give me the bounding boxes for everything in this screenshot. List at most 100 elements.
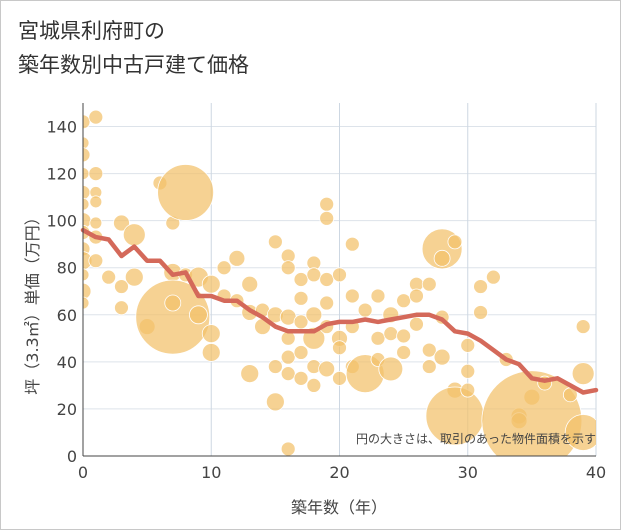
- data-bubble: [293, 314, 309, 330]
- data-bubble: [306, 267, 322, 283]
- data-bubble: [370, 288, 386, 304]
- data-bubble: [241, 275, 259, 293]
- data-bubble: [473, 279, 488, 294]
- data-bubble: [114, 300, 129, 316]
- data-bubble: [267, 359, 283, 374]
- data-bubble: [280, 349, 296, 365]
- x-tick-label: 0: [78, 463, 88, 482]
- data-bubble: [409, 316, 424, 332]
- data-bubble: [378, 356, 404, 382]
- y-axis-label: 坪（3.3㎡）単価（万円）: [23, 209, 42, 394]
- y-tick-label: 100: [46, 212, 77, 231]
- data-bubble: [265, 392, 285, 412]
- data-bubble: [306, 377, 322, 393]
- data-bubble: [83, 197, 90, 211]
- data-bubble: [318, 360, 336, 378]
- data-bubble: [421, 342, 437, 358]
- data-bubble: [344, 236, 360, 252]
- data-bubble: [447, 234, 463, 250]
- data-bubble: [101, 269, 117, 285]
- x-axis-label: 築年数（年）: [291, 498, 387, 517]
- y-tick-label: 20: [57, 400, 77, 419]
- y-tick-label: 40: [57, 353, 77, 372]
- data-bubble: [280, 441, 296, 456]
- data-bubble: [293, 290, 309, 306]
- y-tick-label: 0: [67, 447, 77, 466]
- data-bubble: [473, 305, 488, 320]
- data-bubble: [332, 370, 347, 386]
- data-bubble: [83, 136, 90, 150]
- data-bubble: [421, 276, 437, 292]
- x-tick-label: 30: [458, 463, 478, 482]
- data-bubble: [460, 363, 476, 379]
- data-bubble: [575, 319, 591, 334]
- data-bubble: [124, 267, 144, 287]
- data-bubble: [113, 214, 130, 232]
- data-bubble: [357, 302, 373, 318]
- data-bubble: [88, 109, 104, 125]
- data-bubble: [89, 195, 103, 209]
- data-bubble: [216, 260, 232, 276]
- data-bubble: [293, 272, 309, 287]
- data-bubble: [228, 249, 246, 267]
- bubble-size-note: 円の大きさは、取引のあった物件面積を示す: [356, 431, 596, 446]
- x-tick-label: 20: [329, 463, 349, 482]
- data-bubble: [421, 359, 437, 374]
- data-bubble: [240, 364, 260, 384]
- data-bubble: [267, 234, 283, 250]
- data-bubble: [571, 362, 595, 386]
- data-bubble: [189, 305, 208, 325]
- data-bubble: [370, 330, 386, 346]
- data-bubble: [319, 196, 335, 212]
- data-bubble: [293, 370, 309, 386]
- data-bubble: [88, 166, 104, 182]
- data-bubble: [122, 223, 146, 247]
- data-bubble: [332, 267, 347, 283]
- data-bubble: [201, 274, 221, 294]
- data-bubble: [396, 328, 412, 344]
- data-bubble: [83, 114, 91, 130]
- data-bubble: [157, 164, 215, 221]
- data-bubble: [332, 340, 347, 356]
- y-tick-label: 80: [57, 259, 77, 278]
- y-tick-label: 60: [57, 306, 77, 325]
- data-bubble: [305, 306, 323, 324]
- data-bubble: [164, 294, 182, 312]
- y-tick-label: 120: [46, 165, 77, 184]
- data-bubble: [319, 295, 335, 311]
- data-bubble: [433, 249, 451, 267]
- title-line-2: 築年数別中古戸建て価格: [18, 53, 249, 77]
- data-bubble: [460, 337, 476, 353]
- bubble-layer: [83, 109, 596, 456]
- data-bubble: [114, 279, 129, 294]
- x-tick-label: 10: [201, 463, 221, 482]
- title-line-1: 宮城県利府町の: [18, 19, 165, 43]
- data-bubble: [344, 288, 360, 304]
- data-bubble: [460, 382, 476, 398]
- data-bubble: [396, 345, 412, 360]
- data-bubble: [280, 260, 296, 276]
- data-bubble: [83, 296, 90, 310]
- data-bubble: [383, 326, 399, 342]
- trend-line: [80, 227, 599, 395]
- y-tick-label: 140: [46, 118, 77, 137]
- data-bubble: [201, 343, 221, 362]
- data-bubble: [89, 216, 103, 230]
- data-bubble: [135, 279, 211, 355]
- data-bubble: [201, 324, 221, 344]
- data-bubble: [88, 253, 104, 269]
- data-bubble: [280, 366, 296, 382]
- axes: 0 20 40 60 80 100 120 140 0 10 20 30 40: [46, 103, 606, 482]
- data-bubble: [83, 147, 91, 163]
- data-bubble: [564, 414, 596, 451]
- chart-title: 宮城県利府町の 築年数別中古戸建て価格: [18, 14, 249, 82]
- data-bubble: [293, 345, 309, 360]
- data-bubble: [409, 288, 424, 304]
- data-bubble: [396, 293, 412, 309]
- data-bubble: [485, 269, 501, 285]
- data-bubble: [83, 282, 92, 300]
- data-bubble: [83, 268, 90, 282]
- trend-layer: [80, 227, 599, 395]
- data-bubble: [433, 348, 451, 366]
